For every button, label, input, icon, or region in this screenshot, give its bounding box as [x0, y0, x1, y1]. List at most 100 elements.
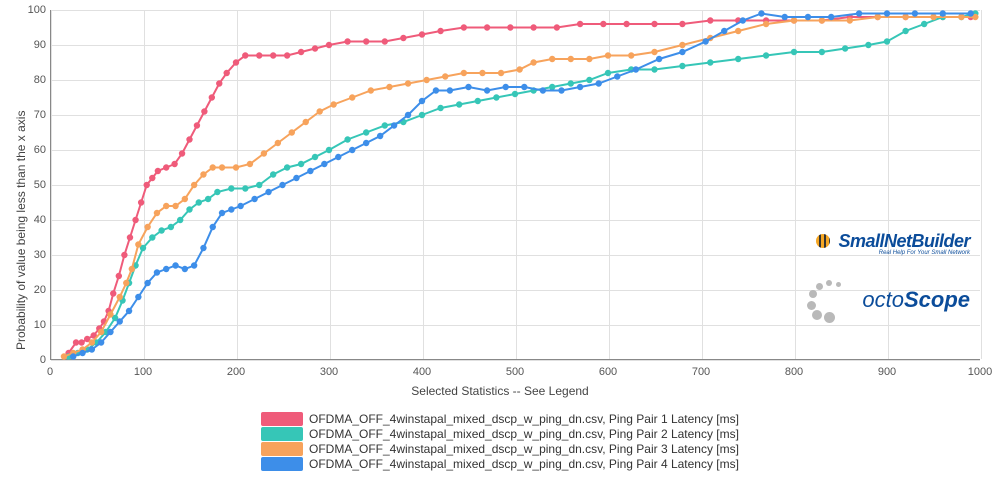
- series-marker[interactable]: [763, 21, 769, 27]
- series-marker[interactable]: [251, 196, 257, 202]
- series-marker[interactable]: [605, 52, 611, 58]
- series-marker[interactable]: [298, 49, 304, 55]
- series-marker[interactable]: [735, 28, 741, 34]
- series-marker[interactable]: [284, 52, 290, 58]
- series-marker[interactable]: [633, 66, 639, 72]
- series-marker[interactable]: [763, 52, 769, 58]
- series-marker[interactable]: [335, 154, 341, 160]
- series-marker[interactable]: [138, 199, 144, 205]
- series-marker[interactable]: [168, 224, 174, 230]
- series-marker[interactable]: [233, 164, 239, 170]
- series-marker[interactable]: [484, 87, 490, 93]
- series-marker[interactable]: [679, 63, 685, 69]
- series-marker[interactable]: [233, 59, 239, 65]
- series-marker[interactable]: [123, 280, 129, 286]
- series-marker[interactable]: [279, 182, 285, 188]
- series-marker[interactable]: [344, 136, 350, 142]
- series-marker[interactable]: [540, 87, 546, 93]
- series-marker[interactable]: [549, 56, 555, 62]
- series-marker[interactable]: [558, 87, 564, 93]
- series-marker[interactable]: [209, 94, 215, 100]
- series-marker[interactable]: [605, 70, 611, 76]
- series-marker[interactable]: [363, 38, 369, 44]
- series-marker[interactable]: [651, 66, 657, 72]
- series-marker[interactable]: [391, 122, 397, 128]
- series-marker[interactable]: [656, 56, 662, 62]
- series-marker[interactable]: [503, 84, 509, 90]
- series-marker[interactable]: [326, 42, 332, 48]
- series-marker[interactable]: [884, 38, 890, 44]
- series-marker[interactable]: [219, 164, 225, 170]
- series-marker[interactable]: [363, 129, 369, 135]
- series-marker[interactable]: [303, 119, 309, 125]
- series-marker[interactable]: [247, 161, 253, 167]
- series-marker[interactable]: [289, 129, 295, 135]
- series-marker[interactable]: [349, 94, 355, 100]
- series-marker[interactable]: [110, 290, 116, 296]
- series-marker[interactable]: [144, 280, 150, 286]
- series-marker[interactable]: [182, 196, 188, 202]
- series-marker[interactable]: [498, 70, 504, 76]
- series-marker[interactable]: [242, 185, 248, 191]
- legend-item[interactable]: OFDMA_OFF_4winstapal_mixed_dscp_w_ping_d…: [261, 412, 739, 426]
- series-marker[interactable]: [344, 38, 350, 44]
- series-marker[interactable]: [154, 210, 160, 216]
- series-marker[interactable]: [568, 80, 574, 86]
- series-marker[interactable]: [216, 80, 222, 86]
- series-marker[interactable]: [628, 52, 634, 58]
- series-marker[interactable]: [186, 136, 192, 142]
- series-marker[interactable]: [326, 147, 332, 153]
- series-marker[interactable]: [312, 45, 318, 51]
- series-marker[interactable]: [127, 234, 133, 240]
- series-marker[interactable]: [586, 77, 592, 83]
- series-marker[interactable]: [614, 73, 620, 79]
- series-marker[interactable]: [819, 49, 825, 55]
- series-marker[interactable]: [163, 266, 169, 272]
- series-marker[interactable]: [78, 339, 84, 345]
- series-marker[interactable]: [121, 252, 127, 258]
- series-marker[interactable]: [521, 84, 527, 90]
- series-marker[interactable]: [265, 189, 271, 195]
- series-marker[interactable]: [912, 10, 918, 16]
- series-marker[interactable]: [530, 24, 536, 30]
- series-marker[interactable]: [363, 140, 369, 146]
- series-marker[interactable]: [623, 21, 629, 27]
- series-marker[interactable]: [530, 59, 536, 65]
- series-marker[interactable]: [201, 108, 207, 114]
- series-marker[interactable]: [210, 164, 216, 170]
- series-marker[interactable]: [117, 294, 123, 300]
- series-marker[interactable]: [155, 168, 161, 174]
- series-marker[interactable]: [707, 59, 713, 65]
- series-marker[interactable]: [782, 14, 788, 20]
- series-marker[interactable]: [721, 28, 727, 34]
- series-marker[interactable]: [577, 21, 583, 27]
- series-marker[interactable]: [261, 150, 267, 156]
- series-marker[interactable]: [149, 175, 155, 181]
- series-marker[interactable]: [461, 70, 467, 76]
- series-marker[interactable]: [679, 49, 685, 55]
- series-marker[interactable]: [507, 24, 513, 30]
- series-marker[interactable]: [79, 350, 85, 356]
- series-marker[interactable]: [596, 80, 602, 86]
- series-marker[interactable]: [321, 161, 327, 167]
- series-marker[interactable]: [191, 182, 197, 188]
- series-marker[interactable]: [129, 266, 135, 272]
- series-marker[interactable]: [349, 147, 355, 153]
- series-marker[interactable]: [968, 10, 974, 16]
- series-marker[interactable]: [419, 31, 425, 37]
- series-marker[interactable]: [433, 87, 439, 93]
- series-marker[interactable]: [828, 14, 834, 20]
- series-marker[interactable]: [70, 353, 76, 359]
- legend-item[interactable]: OFDMA_OFF_4winstapal_mixed_dscp_w_ping_d…: [261, 457, 739, 471]
- series-marker[interactable]: [902, 14, 908, 20]
- series-marker[interactable]: [186, 206, 192, 212]
- series-marker[interactable]: [256, 52, 262, 58]
- series-marker[interactable]: [107, 311, 113, 317]
- series-marker[interactable]: [89, 346, 95, 352]
- series-marker[interactable]: [702, 38, 708, 44]
- series-marker[interactable]: [875, 14, 881, 20]
- series-marker[interactable]: [377, 133, 383, 139]
- series-marker[interactable]: [475, 98, 481, 104]
- series-marker[interactable]: [182, 266, 188, 272]
- series-marker[interactable]: [549, 84, 555, 90]
